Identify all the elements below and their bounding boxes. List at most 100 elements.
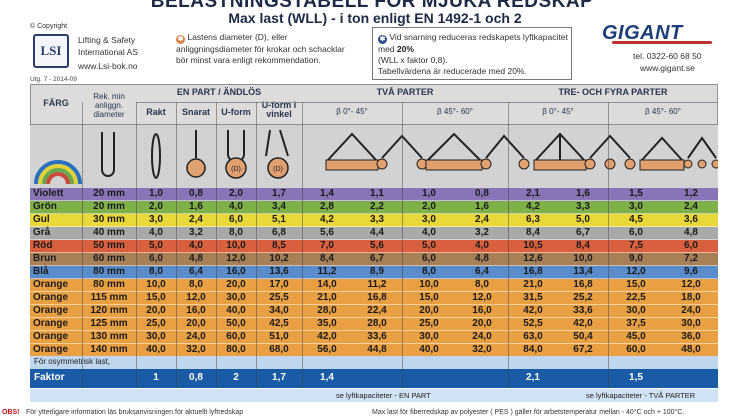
col-header-tre-0-45: β 0°- 45° bbox=[542, 107, 574, 116]
row-color-name: Orange bbox=[33, 292, 69, 303]
row-capacity-value: 6,4 bbox=[189, 266, 203, 277]
row-color-name: Orange bbox=[33, 331, 69, 342]
row-capacity-value: 14,0 bbox=[317, 279, 337, 290]
row-capacity-value: 42,0 bbox=[317, 331, 337, 342]
row-capacity-value: 4,0 bbox=[149, 227, 163, 238]
row-capacity-value: 40,0 bbox=[226, 305, 246, 316]
row-capacity-value: 16,0 bbox=[472, 305, 492, 316]
note-box bbox=[372, 27, 572, 80]
row-capacity-value: 20,0 bbox=[419, 305, 439, 316]
factor-value: 1,7 bbox=[272, 372, 286, 383]
factor-row: Faktor 1 0,8 2 1,7 1,4 2,1 1,5 bbox=[30, 369, 718, 388]
row-capacity-value: 6,7 bbox=[576, 227, 590, 238]
row-capacity-value: 30,0 bbox=[146, 331, 166, 342]
two-leg-icon bbox=[325, 132, 428, 171]
row-capacity-value: 8,4 bbox=[576, 240, 590, 251]
copyright: © Copyright bbox=[30, 23, 68, 30]
sling-illustrations: (D) (D) bbox=[34, 129, 718, 185]
footnote-tva-parter: se lyftkapaciteter - TVÅ PARTER bbox=[586, 391, 696, 400]
gigant-swoosh bbox=[612, 41, 712, 44]
svg-text:(D): (D) bbox=[273, 166, 283, 173]
row-capacity-value: 10,0 bbox=[419, 279, 439, 290]
row-capacity-value: 36,0 bbox=[681, 331, 701, 342]
row-capacity-value: 48,0 bbox=[681, 344, 701, 355]
row-capacity-value: 20,0 bbox=[186, 318, 206, 329]
row-capacity-value: 25,0 bbox=[419, 318, 439, 329]
row-capacity-value: 2,2 bbox=[370, 201, 384, 212]
column-divider bbox=[176, 102, 177, 388]
col-header-uform-vinkel: U-form i vinkel bbox=[261, 100, 297, 119]
column-divider bbox=[302, 102, 303, 388]
row-capacity-value: 4,0 bbox=[189, 240, 203, 251]
edition: Utg. 7 - 2014-09 bbox=[30, 76, 77, 83]
row-capacity-value: 8,0 bbox=[149, 266, 163, 277]
gigant-logo: GIGANT bbox=[602, 22, 683, 44]
column-divider bbox=[82, 102, 83, 388]
row-diameter: 80 mm bbox=[93, 279, 125, 290]
row-diameter: 130 mm bbox=[90, 331, 128, 342]
header-line bbox=[30, 124, 718, 125]
table-row: Brun 60 mm 6,0 4,8 12,0 10,2 8,4 6,7 6,0 4,8 12,6 1… bbox=[30, 253, 718, 266]
row-capacity-value: 84,0 bbox=[523, 344, 543, 355]
illustration-band bbox=[30, 124, 718, 188]
row-capacity-value: 3,2 bbox=[189, 227, 203, 238]
column-divider bbox=[508, 102, 509, 388]
table-row: Orange 125 mm 25,0 20,0 50,0 42,5 35,0 28,0 25,0… bbox=[30, 318, 718, 331]
row-capacity-value: 12,6 bbox=[523, 253, 543, 264]
row-capacity-value: 1,6 bbox=[189, 201, 203, 212]
note-diameter: ✱ Lastens diameter (D), eller anliggning… bbox=[176, 32, 356, 66]
table-row: Orange 140 mm 40,0 32,0 80,0 68,0 56,0 44,8 40,0… bbox=[30, 344, 718, 357]
row-color-name: Orange bbox=[33, 318, 69, 329]
row-capacity-value: 3,4 bbox=[272, 201, 286, 212]
row-capacity-value: 67,2 bbox=[573, 344, 593, 355]
row-capacity-value: 8,4 bbox=[526, 227, 540, 238]
row-capacity-value: 22,4 bbox=[367, 305, 387, 316]
row-capacity-value: 4,0 bbox=[475, 240, 489, 251]
row-capacity-value: 22,5 bbox=[626, 292, 646, 303]
row-capacity-value: 13,4 bbox=[573, 266, 593, 277]
row-capacity-value: 9,6 bbox=[684, 266, 698, 277]
row-capacity-value: 42,5 bbox=[269, 318, 289, 329]
row-capacity-value: 40,0 bbox=[146, 344, 166, 355]
row-capacity-value: 20,0 bbox=[472, 318, 492, 329]
row-capacity-value: 1,0 bbox=[149, 188, 163, 199]
straight-sling-icon bbox=[151, 133, 161, 179]
row-color-name: Röd bbox=[33, 240, 53, 251]
row-separator bbox=[30, 278, 718, 279]
row-capacity-value: 1,0 bbox=[422, 188, 436, 199]
row-separator bbox=[30, 330, 718, 331]
row-capacity-value: 28,0 bbox=[317, 305, 337, 316]
rainbow-icon bbox=[34, 160, 82, 185]
row-color-name: Grön bbox=[33, 201, 57, 212]
row-capacity-value: 60,0 bbox=[626, 344, 646, 355]
row-capacity-value: 25,2 bbox=[573, 292, 593, 303]
row-capacity-value: 15,0 bbox=[626, 279, 646, 290]
orange-star-icon: ✱ bbox=[176, 35, 185, 44]
blue-star-icon: ✱ bbox=[378, 35, 387, 44]
svg-text:(D): (D) bbox=[231, 166, 241, 173]
row-capacity-value: 2,0 bbox=[229, 188, 243, 199]
row-capacity-value: 1,6 bbox=[475, 201, 489, 212]
row-capacity-value: 7,5 bbox=[629, 240, 643, 251]
multi-leg-icon bbox=[533, 132, 636, 171]
row-capacity-value: 16,8 bbox=[573, 279, 593, 290]
row-capacity-value: 11,2 bbox=[367, 279, 387, 290]
row-capacity-value: 50,4 bbox=[573, 331, 593, 342]
page-title: BELASTNINGSTABELL FÖR MJUKA REDSKAP bbox=[150, 0, 594, 12]
row-capacity-value: 4,8 bbox=[475, 253, 489, 264]
col-header-snarat: Snarat bbox=[181, 107, 210, 117]
row-diameter: 20 mm bbox=[93, 188, 125, 199]
row-capacity-value: 4,2 bbox=[526, 201, 540, 212]
row-capacity-value: 42,0 bbox=[573, 318, 593, 329]
table-row: Orange 115 mm 15,0 12,0 30,0 25,5 21,0 16,8 15,0… bbox=[30, 292, 718, 305]
row-capacity-value: 20,0 bbox=[226, 279, 246, 290]
company-line-2: International AS bbox=[78, 47, 139, 57]
osymmetric-label: För osymmetrisk last, bbox=[34, 357, 111, 366]
col-header-tva-0-45: β 0°- 45° bbox=[336, 107, 368, 116]
row-color-name: Orange bbox=[33, 344, 69, 355]
brand-web: www.gigant.se bbox=[640, 63, 695, 73]
col-header-tre-fyra: TRE- OCH FYRA PARTER bbox=[558, 87, 668, 97]
row-capacity-value: 7,2 bbox=[684, 253, 698, 264]
multi-leg-wide-icon bbox=[639, 136, 718, 171]
row-capacity-value: 3,0 bbox=[149, 214, 163, 225]
